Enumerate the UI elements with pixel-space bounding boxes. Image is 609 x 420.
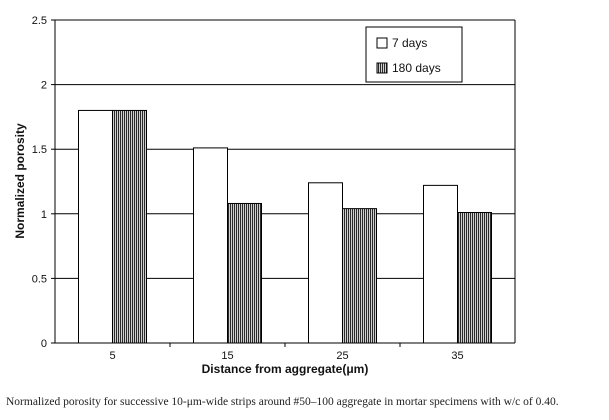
bar-180-days-5 [112, 109, 147, 344]
y-axis-title: Normalized porosity [13, 123, 27, 239]
x-tick-label: 5 [109, 350, 115, 362]
x-tick-label: 25 [336, 350, 348, 362]
bar-7-days-35 [423, 184, 458, 344]
y-tick-label: 1.5 [32, 144, 47, 156]
bar-7-days-15 [193, 147, 228, 344]
bar-7-days-5 [78, 109, 113, 344]
y-tick-label: 0.5 [32, 273, 47, 285]
y-tick-label: 2.5 [32, 15, 47, 27]
legend-swatch-180-days [376, 62, 388, 74]
figure-caption: Normalized porosity for successive 10-μm… [6, 396, 559, 408]
y-tick-label: 2 [41, 80, 47, 92]
bars [78, 109, 492, 344]
y-ticks: 0 0.5 1 1.5 2 2.5 [32, 15, 55, 350]
legend-label-180-days: 180 days [392, 61, 441, 75]
legend-label-7-days: 7 days [392, 36, 427, 50]
bar-180-days-35 [457, 212, 492, 344]
bar-7-days-25 [308, 182, 343, 344]
x-axis-title: Distance from aggregate(μm) [202, 362, 369, 376]
bar-180-days-25 [342, 208, 377, 344]
x-tick-label: 35 [451, 350, 463, 362]
y-tick-label: 0 [41, 338, 47, 350]
x-tick-label: 15 [221, 350, 233, 362]
legend: 7 days 180 days [365, 26, 463, 83]
x-ticks: 5 15 25 35 [109, 343, 464, 362]
y-tick-label: 1 [41, 209, 47, 221]
bar-180-days-15 [227, 202, 262, 344]
legend-swatch-7-days [376, 37, 388, 49]
bar-chart: 0 0.5 1 1.5 2 2.5 5 15 25 35 Distance from aggre… [13, 15, 516, 376]
